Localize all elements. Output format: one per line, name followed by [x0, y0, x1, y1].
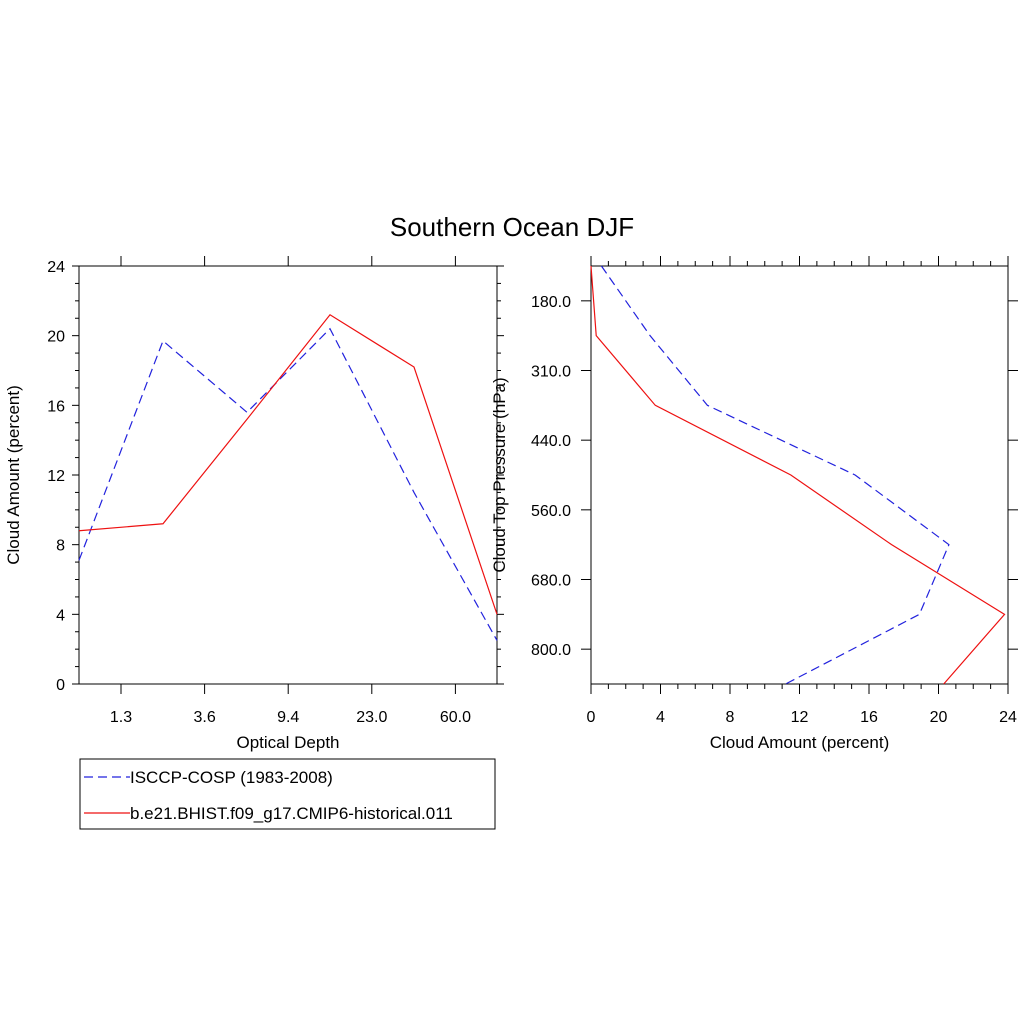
y-tick-label: 440.0 — [531, 433, 571, 450]
series-line-model — [590, 265, 1006, 685]
series-line-model — [78, 313, 498, 615]
x-tick-label: 20 — [930, 709, 948, 726]
x-tick-label: 12 — [791, 709, 809, 726]
y-axis-label: Cloud Amount (percent) — [4, 385, 23, 565]
y-tick-label: 4 — [56, 607, 65, 624]
series-line-isccp — [600, 265, 950, 685]
x-tick-label: 1.3 — [110, 709, 132, 726]
legend-label-isccp: ISCCP-COSP (1983-2008) — [130, 768, 333, 787]
y-tick-label: 800.0 — [531, 642, 571, 659]
x-tick-label: 24 — [999, 709, 1017, 726]
legend: ISCCP-COSP (1983-2008) b.e21.BHIST.f09_g1… — [79, 758, 496, 830]
y-tick-label: 16 — [47, 398, 65, 415]
chart-title: Southern Ocean DJF — [390, 212, 634, 242]
y-tick-label: 310.0 — [531, 364, 571, 381]
x-tick-label: 4 — [656, 709, 665, 726]
plot-frame — [590, 265, 1009, 685]
x-tick-label: 3.6 — [193, 709, 215, 726]
legend-label-model: b.e21.BHIST.f09_g17.CMIP6-historical.011 — [130, 804, 453, 823]
series-line-isccp — [78, 327, 498, 641]
y-tick-label: 20 — [47, 329, 65, 346]
y-axis-label: Cloud Top Pressure (hPa) — [490, 377, 509, 572]
y-tick-label: 8 — [56, 538, 65, 555]
x-tick-label: 0 — [587, 709, 596, 726]
y-tick-label: 12 — [47, 468, 65, 485]
x-tick-label: 23.0 — [356, 709, 387, 726]
y-tick-label: 24 — [47, 259, 65, 276]
plot-frame — [78, 265, 498, 685]
y-tick-label: 680.0 — [531, 573, 571, 590]
x-tick-label: 8 — [726, 709, 735, 726]
x-tick-label: 9.4 — [277, 709, 299, 726]
x-axis-label: Optical Depth — [237, 733, 340, 752]
y-tick-label: 180.0 — [531, 294, 571, 311]
pressure-panel: 0 4 8 12 16 20 24 180.0 310.0 440.0 560.0 680.0 800.… — [490, 256, 1018, 752]
x-tick-label: 16 — [860, 709, 878, 726]
y-tick-label: 0 — [56, 677, 65, 694]
optical-depth-panel: 0 4 8 12 16 20 24 1.3 3.6 9.4 23.0 60.0 Optical Dept… — [4, 256, 504, 752]
y-tick-label: 560.0 — [531, 503, 571, 520]
x-axis-label: Cloud Amount (percent) — [710, 733, 890, 752]
legend-box — [79, 758, 496, 830]
x-tick-label: 60.0 — [440, 709, 471, 726]
